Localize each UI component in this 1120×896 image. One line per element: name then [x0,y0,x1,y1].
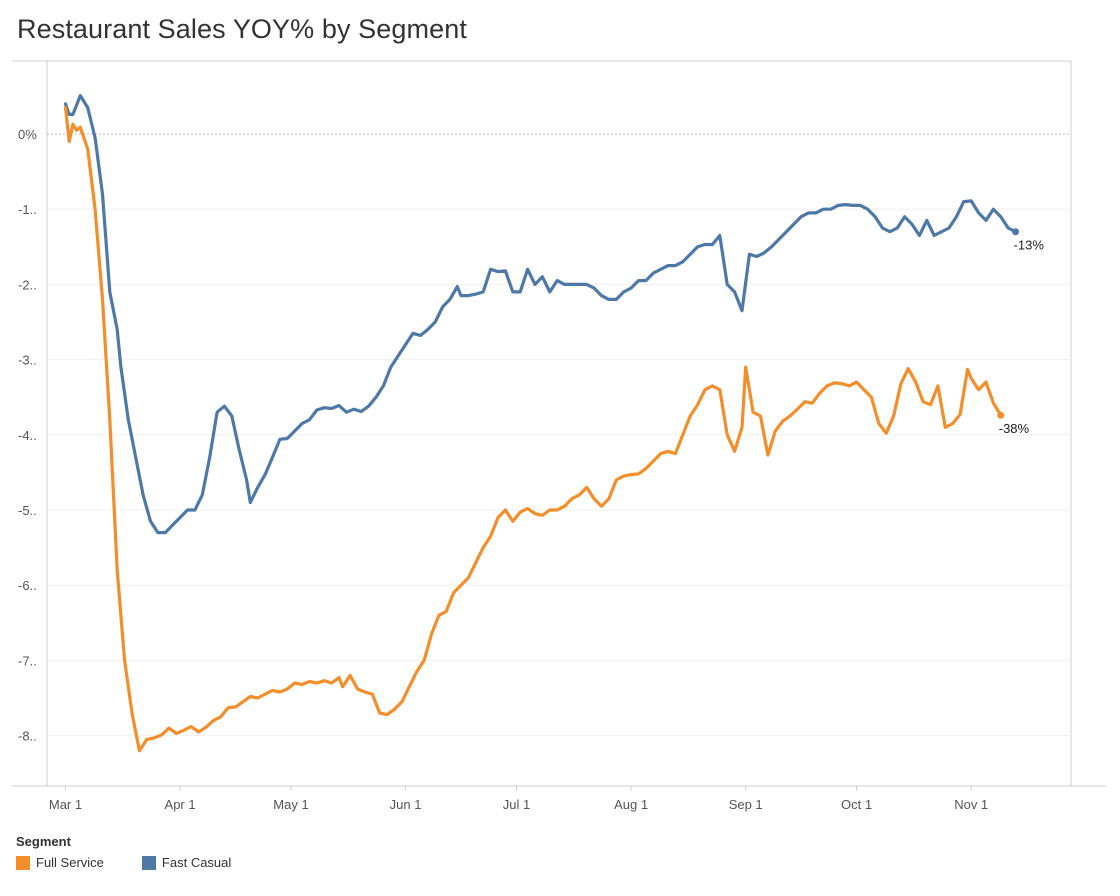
x-tick-label: May 1 [273,797,308,812]
legend-swatch [141,855,156,870]
y-tick-label: 0% [18,127,37,142]
x-tick-label: Nov 1 [954,797,988,812]
legend-items: Full Service Fast Casual [16,855,231,870]
x-tick-label: Jun 1 [390,797,422,812]
y-tick-label: -5.. [18,503,37,518]
y-tick-label: -2.. [18,277,37,292]
plot-frame [12,60,1106,787]
end-labels: -13% -38% [999,238,1045,437]
x-tick-label: Oct 1 [841,797,872,812]
x-tick-label: Jul 1 [503,797,530,812]
end-point-fast-casual [1012,228,1020,236]
series-line-fast-casual [63,93,1018,535]
x-tick-label: Aug 1 [614,797,648,812]
y-axis-ticks: 0% -1.. -2.. -3.. -4.. -5.. -6.. -7.. -8.. [18,127,37,744]
end-label-fast-casual: -13% [1014,238,1045,253]
chart-title: Restaurant Sales YOY% by Segment [17,14,467,44]
x-tick-label: Sep 1 [729,797,763,812]
legend-item-fast-casual[interactable]: Fast Casual [141,855,232,870]
x-tick-label: Apr 1 [165,797,196,812]
series-line-full-service [63,105,1003,753]
y-tick-label: -4.. [18,428,37,443]
gridlines [47,133,1071,737]
y-tick-label: -7.. [18,653,37,668]
y-tick-label: -1.. [18,202,37,217]
legend-label: Fast Casual [161,855,232,870]
y-tick-label: -3.. [18,353,37,368]
y-tick-label: -6.. [18,578,37,593]
legend: Segment Full Service Fast Casual [16,834,231,870]
legend-label: Full Service [36,855,104,870]
x-tick-label: Mar 1 [49,797,82,812]
end-point-full-service [997,411,1005,419]
y-tick-label: -8.. [18,729,37,744]
legend-item-full-service[interactable]: Full Service [16,855,104,870]
x-axis-ticks: Mar 1 Apr 1 May 1 Jun 1 Jul 1 Aug 1 Sep 1 Oct 1… [49,786,988,812]
series-lines [63,93,1020,753]
legend-title: Segment [16,834,71,849]
end-label-full-service: -38% [999,421,1030,436]
legend-swatch [16,855,30,870]
